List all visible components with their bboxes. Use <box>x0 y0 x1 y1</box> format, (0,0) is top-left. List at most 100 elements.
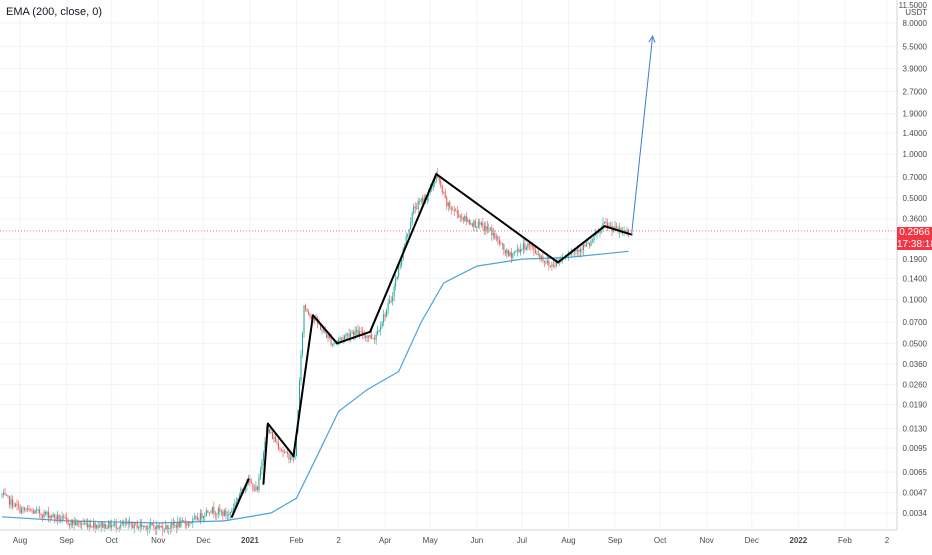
time-tick-label: Feb <box>838 536 852 545</box>
price-tick-label: 1.9000 <box>903 110 928 119</box>
candle-body <box>18 505 20 507</box>
candle-body <box>525 247 527 250</box>
candle-body <box>616 226 618 228</box>
candle-body <box>461 216 463 218</box>
candle-body <box>147 527 149 530</box>
candle-body <box>345 334 347 337</box>
candle-body <box>61 516 63 520</box>
candle-body <box>447 202 449 207</box>
candle-body <box>329 335 331 339</box>
candle-body <box>5 494 8 496</box>
price-tick-label: 8.0000 <box>903 19 928 28</box>
candle-body <box>353 331 355 336</box>
candle-body <box>375 334 377 340</box>
candle-body <box>622 232 624 234</box>
trend-line[interactable] <box>292 314 315 457</box>
candle-body <box>136 522 138 529</box>
candle-body <box>566 256 568 258</box>
time-axis[interactable]: Aug Sep Oct Nov Dec 2021 Feb 2 Apr May Jun Jul Aug Se… <box>0 529 897 545</box>
candle-body <box>100 522 102 527</box>
candle-body <box>597 232 600 234</box>
candle-body <box>522 243 524 250</box>
trend-line[interactable] <box>603 225 633 236</box>
candle-body <box>348 333 350 337</box>
candle-body <box>318 323 320 325</box>
trend-line[interactable] <box>336 330 372 345</box>
candle-body <box>524 243 526 250</box>
candle-body <box>420 198 422 202</box>
time-tick-label: Dec <box>196 536 210 545</box>
trend-line[interactable] <box>435 173 559 264</box>
candle-body <box>156 524 158 531</box>
grid <box>0 0 897 530</box>
candle-body <box>476 227 478 229</box>
candle-body <box>208 512 210 514</box>
candle-body <box>99 526 101 528</box>
candle-body <box>189 521 191 523</box>
candle-body <box>542 256 544 261</box>
candle-body <box>193 518 195 519</box>
trend-line[interactable] <box>230 478 250 518</box>
candle-body <box>108 521 110 529</box>
candle-body <box>585 243 588 247</box>
candle-body <box>109 521 111 528</box>
price-tick-label: 5.5000 <box>903 43 928 52</box>
candle-body <box>609 225 612 227</box>
candle-body <box>581 249 583 251</box>
candle-body <box>268 429 270 433</box>
trend-line[interactable] <box>312 314 339 345</box>
candle-body <box>88 524 90 528</box>
price-axis[interactable]: 11.5000 USDT 8.0000 5.5000 3.9000 2.7000 1.9… <box>896 0 928 530</box>
price-tick-label: 0.0047 <box>903 489 928 498</box>
candle-body <box>423 196 425 202</box>
candle-body <box>285 451 287 453</box>
candle-body <box>87 523 89 528</box>
candle-body <box>219 508 221 512</box>
candle-body <box>531 245 533 247</box>
trend-line[interactable] <box>556 225 606 264</box>
candle-body <box>608 225 610 228</box>
candle-body <box>172 522 174 525</box>
candle-body <box>4 492 6 495</box>
trend-line[interactable] <box>369 173 438 333</box>
candle-body <box>332 344 334 346</box>
candle-body <box>202 516 204 519</box>
candle-body <box>486 226 488 230</box>
ema-200-layer <box>1 250 629 524</box>
candle-body <box>181 520 183 522</box>
candle-body <box>58 515 60 521</box>
candle-body <box>614 226 616 230</box>
candle-body <box>159 525 161 528</box>
candle-body <box>63 516 65 518</box>
candle-body <box>195 516 197 519</box>
candle-body <box>192 518 194 524</box>
time-tick-label: May <box>423 536 438 545</box>
trend-line[interactable] <box>266 422 295 457</box>
candle-body <box>183 520 185 522</box>
candle-body <box>441 185 443 193</box>
indicator-legend[interactable]: EMA (200, close, 0) <box>6 6 102 18</box>
candle-body <box>175 524 177 528</box>
candle-body <box>81 523 83 525</box>
price-tick-label: 0.7000 <box>903 173 928 182</box>
candle-body <box>513 252 515 254</box>
candle-body <box>79 522 81 525</box>
projection-line[interactable] <box>631 36 654 235</box>
candle-body <box>321 329 323 331</box>
candle-body <box>204 516 206 517</box>
candle-body <box>549 265 551 267</box>
candle-body <box>124 523 126 525</box>
candle-body <box>198 520 200 521</box>
trend-line[interactable] <box>262 422 269 485</box>
price-axis-top-label: 11.5000 <box>899 1 928 10</box>
candle-body <box>54 514 56 518</box>
candle-body <box>142 525 144 527</box>
candle-body <box>483 225 485 231</box>
price-tick-label: 0.3600 <box>903 215 928 224</box>
candle-body <box>369 334 371 338</box>
candle-body <box>374 338 376 340</box>
price-tick-label: 0.5000 <box>903 194 928 203</box>
candle-body <box>336 341 338 343</box>
